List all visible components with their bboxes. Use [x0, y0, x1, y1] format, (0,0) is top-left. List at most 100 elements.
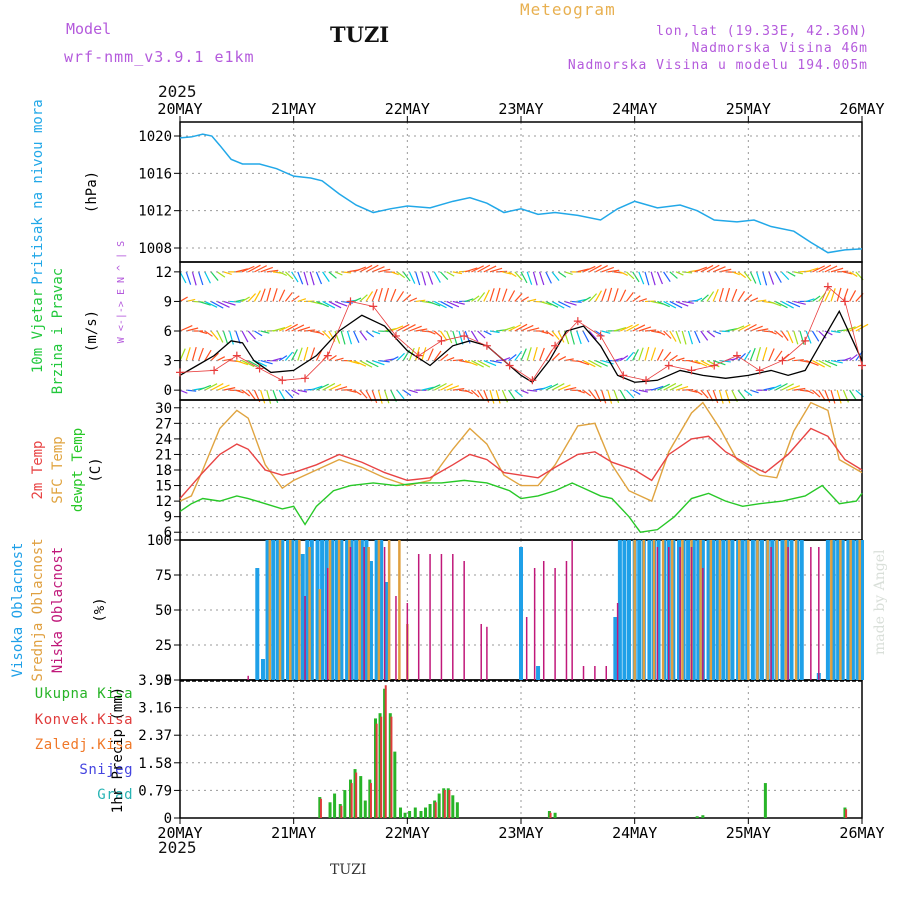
wind-arrow: [204, 349, 212, 361]
wind-arrow: [471, 295, 480, 302]
wind-arrow: [489, 389, 495, 404]
wind-arrow: [787, 271, 796, 277]
wind-arrow: [508, 389, 516, 401]
wind-direction-legend: W <-|-> E N ^ | S: [116, 241, 127, 343]
cloud-mid-bar: [775, 540, 778, 680]
cloud-high-bar: [364, 540, 369, 680]
y-tick-label: 2.37: [138, 728, 172, 744]
wind-arrow: [762, 386, 775, 391]
temp-unit-label: (C): [88, 457, 104, 482]
wind-arrow: [836, 287, 842, 302]
cloud-high-bar: [846, 540, 851, 680]
wind-arrow: [464, 389, 473, 395]
wind-arrow: [427, 300, 441, 307]
wind-arrow: [470, 389, 480, 398]
wind-arrow: [495, 389, 501, 404]
wind-arrow: [675, 357, 685, 362]
wind-arrow: [266, 389, 272, 404]
cloud-mid-bar: [387, 540, 391, 680]
precip-total-bar: [399, 807, 403, 818]
cloud-high-bar: [860, 540, 864, 680]
wind-arrow: [750, 297, 759, 302]
wind-arrow: [532, 271, 538, 286]
wind-arrow: [520, 324, 534, 332]
wind-arrow: [185, 271, 192, 285]
panel-frame: [179, 679, 863, 819]
precip-total-bar: [695, 816, 699, 818]
wind-arrow: [297, 271, 304, 285]
wind-arrow: [508, 354, 517, 362]
cloud-high-bar: [285, 540, 290, 680]
cloud-low-axis-label: Niska Oblacnost: [50, 547, 66, 673]
wind-arrow: [384, 389, 390, 404]
wind-arrow: [694, 360, 708, 367]
cloud-high-bar: [309, 540, 314, 680]
cloud-mid-bar: [308, 547, 311, 680]
wind-arrow: [657, 300, 670, 308]
wind-arrow: [284, 351, 294, 361]
cloud-mid-bar: [766, 540, 769, 680]
wind-arrow: [272, 288, 278, 302]
wind-arrow: [310, 385, 323, 391]
wind-arrow: [427, 330, 436, 335]
cloud-mid-bar: [756, 540, 759, 680]
wind-arrow: [396, 291, 405, 302]
wind-arrow: [470, 330, 479, 342]
y-tick-label: 21: [155, 447, 172, 463]
wind-arrow: [824, 289, 831, 302]
wind-arrow: [656, 348, 664, 361]
cloud-high-bar: [799, 540, 804, 680]
wind-arrow: [247, 389, 256, 400]
wind-arrow: [557, 271, 567, 278]
wind-arrow: [700, 389, 709, 399]
x-tick-label-top: 21MAY: [271, 100, 316, 118]
wind-arrow: [619, 355, 629, 362]
wind-arrow: [582, 265, 596, 273]
wind-axis-label-2: Brzina i Pravac: [50, 268, 66, 394]
wind-arrow: [477, 292, 486, 302]
precip-total-bar: [419, 811, 423, 818]
wind-arrow: [830, 359, 843, 364]
x-tick-label-top: 23MAY: [498, 100, 543, 118]
cloud-low-bar: [417, 554, 420, 680]
wind-arrow: [408, 271, 416, 284]
wind-arrow: [632, 295, 641, 302]
wind-arrow: [737, 271, 747, 279]
wind-arrow: [464, 360, 478, 367]
cloud-high-bar: [647, 540, 652, 680]
cloud-high-bar: [260, 659, 265, 680]
precip-total-bar: [442, 788, 446, 818]
wind-arrow: [638, 298, 647, 302]
wind-arrow: [625, 271, 635, 280]
cloud-mid-bar: [318, 589, 322, 680]
cloud-mid-bar: [681, 540, 684, 680]
cloud-mid-bar: [268, 540, 272, 680]
wind-arrow: [595, 360, 608, 367]
wind-arrow: [768, 271, 775, 285]
wind-arrow: [762, 347, 768, 361]
wind-arrow: [613, 357, 623, 362]
precip-convective-bar: [443, 790, 446, 818]
wind-arrow: [465, 267, 478, 273]
wind-arrow: [309, 347, 316, 361]
wind-arrow: [743, 323, 757, 332]
wind-arrow: [216, 384, 230, 391]
y-tick-label: 9: [164, 294, 172, 310]
wind-arrow: [793, 330, 799, 345]
wind-arrow: [186, 327, 199, 332]
precip-convective-bar: [350, 783, 353, 818]
wind-arrow: [774, 350, 783, 361]
wind-arrow: [688, 389, 698, 393]
wind-arrow: [836, 389, 842, 404]
wind-arrow: [210, 383, 224, 391]
wind-arrow: [619, 389, 627, 402]
wind-speed-line: [179, 309, 863, 384]
cloud-high-bar: [711, 540, 716, 680]
wind-arrow: [191, 271, 197, 286]
wind-arrow: [359, 389, 368, 399]
cloud-high-bar: [825, 540, 830, 680]
wind-arrow: [514, 350, 523, 361]
wind-arrow: [824, 360, 838, 367]
wind-arrow: [377, 287, 383, 302]
wind-arrow: [663, 271, 671, 283]
